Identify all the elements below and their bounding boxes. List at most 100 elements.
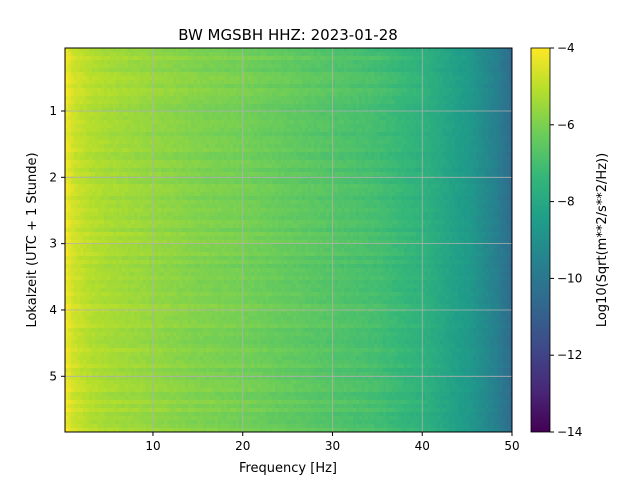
heatmap-cell xyxy=(218,124,222,129)
heatmap-cell xyxy=(104,160,108,165)
heatmap-cell xyxy=(380,88,384,93)
heatmap-cell xyxy=(320,172,324,177)
heatmap-cell xyxy=(314,76,318,81)
heatmap-cell xyxy=(506,132,510,137)
heatmap-cell xyxy=(179,92,183,97)
heatmap-cell xyxy=(461,140,465,145)
heatmap-cell xyxy=(374,64,378,69)
heatmap-cell xyxy=(251,120,255,125)
heatmap-cell xyxy=(125,104,129,109)
heatmap-cell xyxy=(245,168,249,173)
heatmap-cell xyxy=(347,72,351,77)
heatmap-cell xyxy=(275,68,279,73)
heatmap-cell xyxy=(197,180,201,185)
heatmap-cell xyxy=(137,168,141,173)
heatmap-cell xyxy=(473,140,477,145)
heatmap-cell xyxy=(347,140,351,145)
heatmap-cell xyxy=(68,148,72,153)
heatmap-cell xyxy=(143,88,147,93)
heatmap-cell xyxy=(227,132,231,137)
heatmap-cell xyxy=(452,120,456,125)
heatmap-cell xyxy=(347,164,351,169)
heatmap-cell xyxy=(371,124,375,129)
heatmap-cell xyxy=(191,88,195,93)
heatmap-cell xyxy=(317,144,321,149)
heatmap-cell xyxy=(398,84,402,89)
heatmap-cell xyxy=(203,132,207,137)
heatmap-cell xyxy=(233,92,237,97)
heatmap-cell xyxy=(230,152,234,157)
heatmap-cell xyxy=(422,120,426,125)
heatmap-cell xyxy=(275,76,279,81)
heatmap-cell xyxy=(458,172,462,177)
heatmap-cell xyxy=(212,100,216,105)
heatmap-cell xyxy=(302,68,306,73)
heatmap-cell xyxy=(317,108,321,113)
heatmap-cell xyxy=(488,68,492,73)
heatmap-cell xyxy=(98,168,102,173)
heatmap-cell xyxy=(179,80,183,85)
heatmap-cell xyxy=(416,116,420,121)
heatmap-cell xyxy=(449,172,453,177)
heatmap-cell xyxy=(401,176,405,181)
heatmap-cell xyxy=(389,132,393,137)
heatmap-cell xyxy=(356,168,360,173)
heatmap-cell xyxy=(122,180,126,185)
heatmap-cell xyxy=(71,180,75,185)
heatmap-cell xyxy=(89,100,93,105)
heatmap-cell xyxy=(341,168,345,173)
heatmap-cell xyxy=(500,160,504,165)
heatmap-cell xyxy=(341,96,345,101)
heatmap-cell xyxy=(491,76,495,81)
heatmap-cell xyxy=(209,132,213,137)
heatmap-cell xyxy=(89,144,93,149)
heatmap-cell xyxy=(230,176,234,181)
heatmap-cell xyxy=(218,172,222,177)
heatmap-cell xyxy=(401,160,405,165)
heatmap-cell xyxy=(395,92,399,97)
heatmap-cell xyxy=(128,132,132,137)
heatmap-cell xyxy=(428,88,432,93)
heatmap-cell xyxy=(278,128,282,133)
heatmap-cell xyxy=(431,104,435,109)
heatmap-cell xyxy=(215,88,219,93)
heatmap-cell xyxy=(89,72,93,77)
heatmap-cell xyxy=(428,104,432,109)
heatmap-cell xyxy=(275,164,279,169)
heatmap-cell xyxy=(143,128,147,133)
heatmap-cell xyxy=(260,140,264,145)
heatmap-cell xyxy=(254,140,258,145)
heatmap-cell xyxy=(458,76,462,81)
heatmap-cell xyxy=(380,60,384,65)
heatmap-cell xyxy=(398,128,402,133)
heatmap-cell xyxy=(395,52,399,57)
heatmap-cell xyxy=(98,164,102,169)
heatmap-cell xyxy=(446,140,450,145)
heatmap-cell xyxy=(302,88,306,93)
heatmap-cell xyxy=(473,48,477,53)
heatmap-cell xyxy=(350,156,354,161)
heatmap-cell xyxy=(353,144,357,149)
heatmap-cell xyxy=(464,108,468,113)
heatmap-cell xyxy=(77,88,81,93)
heatmap-cell xyxy=(377,128,381,133)
heatmap-cell xyxy=(128,140,132,145)
heatmap-cell xyxy=(215,72,219,77)
heatmap-cell xyxy=(185,148,189,153)
heatmap-cell xyxy=(383,84,387,89)
heatmap-cell xyxy=(170,76,174,81)
heatmap-cell xyxy=(245,104,249,109)
heatmap-cell xyxy=(287,160,291,165)
heatmap-cell xyxy=(308,60,312,65)
heatmap-cell xyxy=(380,140,384,145)
heatmap-cell xyxy=(83,144,87,149)
heatmap-cell xyxy=(251,124,255,129)
heatmap-cell xyxy=(458,164,462,169)
heatmap-cell xyxy=(398,60,402,65)
heatmap-cell xyxy=(407,116,411,121)
heatmap-cell xyxy=(266,88,270,93)
heatmap-cell xyxy=(392,168,396,173)
heatmap-cell xyxy=(158,72,162,77)
heatmap-cell xyxy=(98,112,102,117)
heatmap-cell xyxy=(416,152,420,157)
